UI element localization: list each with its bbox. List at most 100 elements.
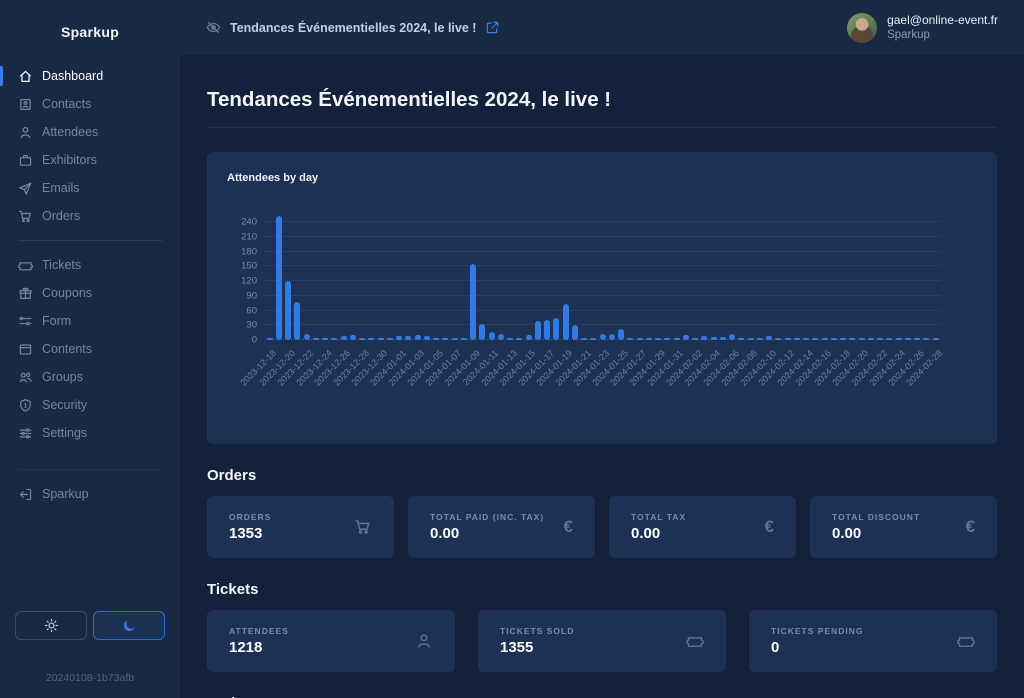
- sidebar-item-groups[interactable]: Groups: [0, 363, 180, 391]
- header-event-title[interactable]: Tendances Événementielles 2024, le live …: [230, 20, 477, 35]
- gridline: [265, 235, 940, 237]
- sidebar-item-exhibitors[interactable]: Exhibitors: [0, 146, 180, 174]
- chart-bar: [285, 281, 292, 340]
- sidebar-item-attendees[interactable]: Attendees: [0, 118, 180, 146]
- stat-card-attendees: ATTENDEES 1218: [207, 610, 455, 672]
- sidebar-item-label: Attendees: [42, 125, 99, 139]
- chart-bar: [349, 335, 356, 340]
- window-icon: [18, 342, 33, 357]
- y-tick-label: 90: [246, 290, 257, 302]
- briefcase-icon: [18, 153, 33, 168]
- chart-bar: [534, 321, 541, 340]
- user-menu[interactable]: gael@online-event.fr Sparkup: [847, 12, 998, 43]
- stat-label: TOTAL DISCOUNT: [832, 512, 921, 522]
- sidebar-item-label: Contents: [42, 342, 93, 356]
- sidebar-nav-secondary: Tickets Coupons Form Contents Groups Security…: [0, 251, 180, 447]
- chart-y-axis: 0 30 60 90 120 150 180 210 240: [227, 217, 265, 346]
- chart-bar: [562, 304, 569, 340]
- chart-bar: [923, 338, 930, 340]
- chart-bar: [423, 336, 430, 340]
- chart-bar: [766, 336, 773, 340]
- eye-off-icon[interactable]: [206, 20, 221, 35]
- sidebar-item-label: Settings: [42, 426, 88, 440]
- stat-value: 0: [771, 639, 780, 656]
- chart-bar: [340, 336, 347, 340]
- chart-bar: [507, 338, 514, 340]
- sidebar-item-sparkup[interactable]: Sparkup: [0, 480, 180, 508]
- sidebar-item-form[interactable]: Form: [0, 307, 180, 335]
- sidebar-item-coupons[interactable]: Coupons: [0, 279, 180, 307]
- ticket-icon: [957, 632, 975, 650]
- sidebar-item-contents[interactable]: Contents: [0, 335, 180, 363]
- top-header: Tendances Événementielles 2024, le live …: [180, 0, 1024, 55]
- tickets-cards-row: ATTENDEES 1218 TICKETS SOLD 1355 TICKETS PEN…: [207, 610, 997, 672]
- people-icon: [18, 370, 33, 385]
- chart-bar: [590, 338, 597, 340]
- chart-bar: [544, 320, 551, 340]
- sidebar-item-label: Emails: [42, 181, 80, 195]
- y-tick-label: 150: [241, 260, 257, 272]
- chart-bar: [775, 338, 782, 340]
- stat-card-tickets-sold: TICKETS SOLD 1355: [478, 610, 726, 672]
- external-link-icon[interactable]: [485, 20, 500, 35]
- avatar[interactable]: [847, 12, 878, 43]
- stat-card-total-discount: TOTAL DISCOUNT 0.00 €: [810, 496, 997, 558]
- y-tick-label: 30: [246, 319, 257, 331]
- y-tick-label: 120: [241, 275, 257, 287]
- chart-bar: [525, 335, 532, 340]
- y-tick-label: 60: [246, 305, 257, 316]
- brand-title: Sparkup: [60, 24, 120, 40]
- stat-card-total-paid-inc-tax-: TOTAL PAID (INC. TAX) 0.00 €: [408, 496, 595, 558]
- sidebar-item-label: Orders: [42, 209, 81, 223]
- sidebar-item-label: Contacts: [42, 97, 92, 111]
- y-tick-label: 0: [251, 334, 257, 346]
- title-divider: [207, 127, 997, 128]
- orders-section-title: Orders: [207, 467, 257, 484]
- chart-bar: [331, 338, 338, 340]
- gridline: [265, 265, 940, 267]
- main-content: Tendances Événementielles 2024, le live …: [180, 55, 1024, 698]
- sidebar-item-dashboard[interactable]: Dashboard: [0, 62, 180, 90]
- gift-icon: [18, 286, 33, 301]
- stat-label: TICKETS SOLD: [500, 626, 575, 636]
- sidebar-item-label: Exhibitors: [42, 153, 97, 167]
- logout-icon: [18, 487, 33, 502]
- sidebar-item-tickets[interactable]: Tickets: [0, 251, 180, 279]
- gridline: [265, 280, 940, 281]
- chart-bar: [479, 323, 486, 340]
- dark-mode-button[interactable]: [93, 611, 165, 640]
- stat-value: 1355: [500, 639, 534, 656]
- chart-bar: [803, 338, 810, 340]
- chart-x-axis: 2023-12-18 2023-12-20 2023-12-22 2023-12-24…: [239, 340, 944, 406]
- chart-bar: [294, 301, 301, 340]
- stat-value: 1218: [229, 639, 263, 656]
- sidebar-item-emails[interactable]: Emails: [0, 174, 180, 202]
- stat-label: ORDERS: [229, 512, 272, 522]
- chart-bar: [405, 336, 412, 340]
- chart-title: Attendees by day: [227, 172, 319, 184]
- sidebar-divider: [18, 240, 162, 241]
- chart-bar: [451, 338, 458, 340]
- sidebar-item-label: Groups: [42, 370, 83, 384]
- euro-icon: €: [764, 517, 774, 536]
- person-icon: [18, 125, 33, 140]
- gridline: [265, 250, 940, 252]
- chart-bar: [793, 338, 800, 340]
- chart-bar: [858, 338, 865, 340]
- sun-icon: [44, 618, 59, 633]
- sidebar-item-orders[interactable]: Orders: [0, 202, 180, 230]
- chart-bar: [581, 338, 588, 340]
- sidebar-item-security[interactable]: Security: [0, 391, 180, 419]
- chart-bar: [719, 337, 726, 340]
- event-link[interactable]: Tendances Événementielles 2024, le live …: [206, 20, 500, 35]
- chart-bar: [812, 338, 819, 340]
- light-mode-button[interactable]: [15, 611, 87, 640]
- sidebar-item-label: Tickets: [42, 258, 82, 272]
- theme-toggle: [0, 611, 180, 640]
- sidebar-item-contacts[interactable]: Contacts: [0, 90, 180, 118]
- chart-bar: [553, 317, 560, 340]
- cart-icon: [18, 209, 33, 224]
- stat-label: ATTENDEES: [229, 626, 289, 636]
- sidebar-nav-primary: Dashboard Contacts Attendees Exhibitors Emai…: [0, 62, 180, 230]
- sidebar-item-settings[interactable]: Settings: [0, 419, 180, 447]
